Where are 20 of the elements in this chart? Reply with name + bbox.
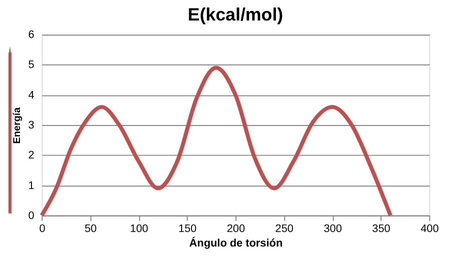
x-axis-title: Ángulo de torsión xyxy=(189,236,283,250)
y-tick-label: 4 xyxy=(28,89,34,102)
x-tick-label: 300 xyxy=(324,222,342,235)
y-tick-label: 5 xyxy=(28,59,34,72)
y-axis-title: Energía xyxy=(12,106,24,144)
chart-title: E(kcal/mol) xyxy=(188,4,284,25)
y-tick-label: 1 xyxy=(28,180,34,192)
x-tick-label: 350 xyxy=(372,222,390,235)
y-tick-label: 6 xyxy=(28,29,34,42)
x-tick-label: 400 xyxy=(420,222,439,235)
line-series xyxy=(40,66,392,218)
y-tick-label: 0 xyxy=(28,210,34,222)
x-tick-label: 150 xyxy=(178,222,197,235)
y-tick-label: 3 xyxy=(28,119,34,132)
y-tick-label: 2 xyxy=(28,150,34,162)
x-tick-label: 250 xyxy=(275,222,294,235)
x-tick-label: 200 xyxy=(226,222,246,235)
x-tick-label: 100 xyxy=(130,222,148,235)
x-tick-label: 50 xyxy=(84,222,97,235)
x-tick-label: 0 xyxy=(39,222,46,235)
